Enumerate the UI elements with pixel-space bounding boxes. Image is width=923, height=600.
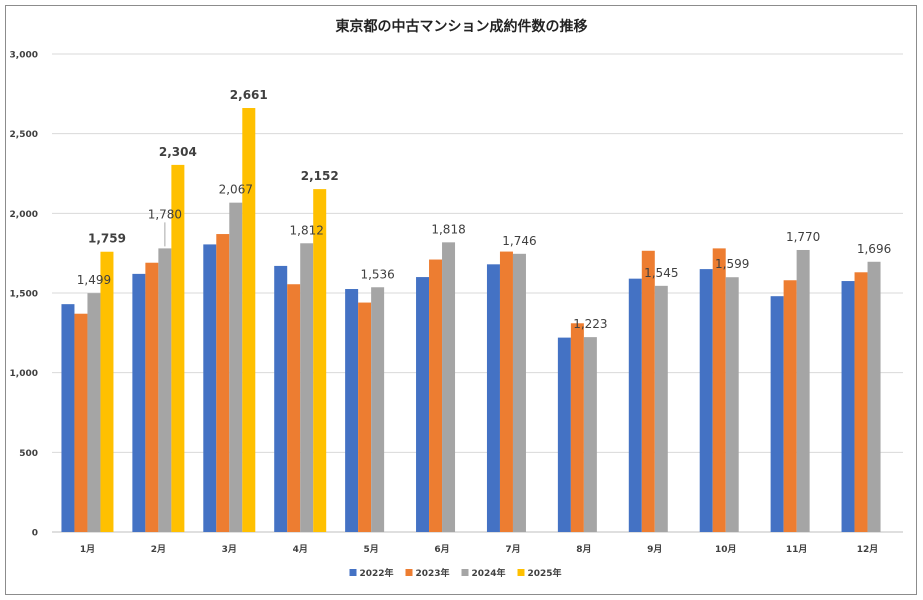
- x-tick-label: 6月: [434, 544, 449, 555]
- legend-label: 2025年: [528, 567, 562, 579]
- data-label: 1,780: [148, 207, 182, 221]
- x-tick-label: 7月: [505, 544, 520, 555]
- bar: [61, 304, 75, 532]
- y-tick-label: 1,500: [10, 290, 38, 300]
- legend: 2022年 2023年 2024年 2025年: [349, 567, 562, 579]
- bar: [416, 277, 430, 532]
- bar: [442, 242, 456, 532]
- data-label: 1,746: [502, 234, 536, 248]
- data-label: 1,696: [857, 242, 891, 256]
- bar: [499, 251, 513, 532]
- bar: [74, 313, 88, 532]
- bar: [100, 251, 114, 532]
- data-labels: 1,499 1,759 1,780 2,304 2,067 2,661 1,812 2,152…: [77, 88, 891, 331]
- bar: [300, 243, 314, 532]
- bar: [654, 285, 668, 532]
- x-tick-label: 9月: [647, 544, 662, 555]
- bar: [770, 296, 784, 532]
- data-label: 1,759: [88, 232, 126, 246]
- data-label: 1,770: [786, 230, 820, 244]
- x-tick-label: 1月: [80, 544, 95, 555]
- y-axis-tick-labels: 0 500 1,000 1,500 2,000 2,500 3,000: [10, 51, 38, 539]
- bar: [132, 273, 146, 532]
- data-label: 1,499: [77, 273, 111, 287]
- y-tick-label: 1,000: [10, 369, 38, 379]
- bar: [145, 262, 159, 532]
- x-tick-label: 4月: [293, 544, 308, 555]
- bar: [287, 284, 301, 532]
- bar: [854, 272, 868, 532]
- bar: [345, 289, 359, 532]
- bar: [429, 259, 443, 532]
- data-label: 1,536: [360, 267, 394, 281]
- bar: [158, 248, 172, 533]
- x-tick-label: 10月: [715, 544, 737, 555]
- data-label: 1,545: [644, 266, 678, 280]
- bar: [371, 287, 385, 532]
- bar: [87, 293, 101, 532]
- legend-swatch: [349, 569, 357, 576]
- bar: [358, 302, 372, 532]
- legend-label: 2024年: [472, 567, 506, 579]
- x-tick-label: 8月: [576, 544, 591, 555]
- x-axis-tick-labels: 1月 2月 3月 4月 5月 6月 7月 8月 9月 10月 11月 12月: [80, 544, 878, 555]
- bar: [203, 244, 217, 533]
- legend-swatch: [461, 569, 469, 576]
- legend-swatch: [517, 569, 525, 576]
- bar: [641, 250, 655, 532]
- legend-swatch: [405, 569, 413, 576]
- x-tick-label: 11月: [786, 544, 808, 555]
- data-label: 2,304: [159, 145, 197, 159]
- legend-label: 2023年: [416, 567, 450, 579]
- bar: [216, 234, 230, 532]
- bar: [725, 277, 739, 532]
- data-label: 1,812: [290, 223, 324, 237]
- bar: [557, 337, 571, 532]
- bar: [570, 323, 584, 532]
- data-label: 2,067: [219, 183, 253, 197]
- bar: [229, 202, 243, 532]
- bar: [699, 269, 713, 532]
- x-tick-label: 2月: [151, 544, 166, 555]
- y-tick-label: 2,000: [10, 210, 38, 220]
- y-tick-label: 0: [32, 529, 38, 539]
- bars: [61, 108, 881, 533]
- bar: [783, 280, 797, 532]
- bar: [841, 281, 855, 532]
- bar: [867, 261, 881, 532]
- bar: [486, 264, 500, 532]
- data-label: 1,818: [431, 222, 465, 236]
- bar: [171, 164, 185, 532]
- bar: [512, 253, 526, 532]
- data-label: 2,152: [301, 169, 339, 183]
- bar: [583, 337, 597, 532]
- chart-title: 東京都の中古マンション成約件数の推移: [336, 18, 588, 35]
- x-tick-label: 5月: [363, 544, 378, 555]
- data-label: 1,599: [715, 257, 749, 271]
- data-label: 2,661: [230, 88, 268, 102]
- x-tick-label: 12月: [857, 544, 879, 555]
- bar: [628, 278, 642, 532]
- legend-label: 2022年: [360, 567, 394, 579]
- y-tick-label: 2,500: [10, 130, 38, 140]
- bar: [242, 108, 256, 532]
- bar: [274, 265, 288, 532]
- bar: [712, 248, 726, 533]
- bar: [796, 249, 810, 533]
- gridlines: [52, 53, 903, 533]
- data-label: 1,223: [573, 317, 607, 331]
- y-tick-label: 3,000: [10, 51, 38, 61]
- y-tick-label: 500: [19, 449, 38, 459]
- bar: [313, 189, 327, 532]
- x-tick-label: 3月: [222, 544, 237, 555]
